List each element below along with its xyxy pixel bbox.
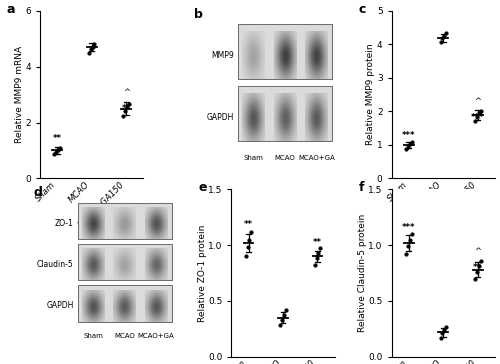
Point bbox=[408, 139, 416, 145]
Text: Sham: Sham bbox=[244, 155, 264, 161]
Point bbox=[476, 258, 484, 264]
Point bbox=[276, 323, 284, 328]
Text: MCAO+GA: MCAO+GA bbox=[298, 155, 335, 161]
Point bbox=[406, 237, 413, 242]
Text: f: f bbox=[358, 181, 364, 194]
Point bbox=[87, 46, 95, 52]
Bar bbox=[78, 244, 172, 280]
Point bbox=[280, 313, 288, 318]
Point bbox=[123, 104, 131, 110]
Text: MMP9: MMP9 bbox=[211, 51, 234, 60]
Text: b: b bbox=[194, 8, 202, 21]
Y-axis label: Relative Claudin-5 protein: Relative Claudin-5 protein bbox=[358, 214, 367, 332]
Bar bbox=[238, 24, 332, 79]
Point bbox=[471, 118, 479, 124]
Bar bbox=[78, 285, 172, 322]
Text: ^: ^ bbox=[474, 97, 482, 106]
Text: GAPDH: GAPDH bbox=[206, 113, 234, 122]
Bar bbox=[238, 86, 332, 141]
Text: ^: ^ bbox=[122, 88, 130, 98]
Text: MCAO: MCAO bbox=[114, 333, 135, 339]
Point bbox=[56, 145, 64, 151]
Point bbox=[406, 141, 413, 147]
Point bbox=[314, 250, 322, 256]
Point bbox=[404, 243, 412, 249]
Text: ^: ^ bbox=[474, 247, 482, 256]
Point bbox=[52, 149, 60, 155]
Text: ZO-1: ZO-1 bbox=[54, 219, 74, 228]
Point bbox=[442, 30, 450, 36]
Point bbox=[402, 251, 410, 257]
Point bbox=[438, 35, 446, 41]
Text: MCAO: MCAO bbox=[274, 155, 295, 161]
Point bbox=[438, 331, 446, 336]
Text: **: ** bbox=[313, 238, 322, 247]
Text: MCAO+GA: MCAO+GA bbox=[138, 333, 174, 339]
Point bbox=[248, 229, 256, 235]
Text: a: a bbox=[7, 3, 16, 16]
Point bbox=[474, 110, 482, 116]
Text: **: ** bbox=[122, 104, 130, 113]
Point bbox=[54, 147, 62, 153]
Point bbox=[125, 101, 133, 107]
Bar bbox=[78, 203, 172, 239]
Point bbox=[436, 39, 444, 45]
Y-axis label: Relative MMP9 protein: Relative MMP9 protein bbox=[366, 44, 376, 146]
Point bbox=[246, 237, 254, 242]
Text: c: c bbox=[358, 3, 366, 16]
Point bbox=[85, 50, 93, 56]
Point bbox=[282, 307, 290, 313]
Point bbox=[473, 115, 481, 120]
Y-axis label: Relative ZO-1 protein: Relative ZO-1 protein bbox=[198, 224, 206, 322]
Point bbox=[408, 231, 416, 237]
Point bbox=[476, 108, 484, 114]
Point bbox=[244, 244, 252, 250]
Text: ***: *** bbox=[471, 113, 484, 122]
Point bbox=[440, 327, 448, 333]
Point bbox=[473, 269, 481, 275]
Point bbox=[122, 108, 130, 114]
Text: Sham: Sham bbox=[84, 333, 103, 339]
Point bbox=[404, 144, 412, 150]
Point bbox=[316, 246, 324, 252]
Text: **: ** bbox=[52, 134, 62, 143]
Point bbox=[50, 151, 58, 157]
Y-axis label: Relative MMP9 mRNA: Relative MMP9 mRNA bbox=[15, 46, 24, 143]
Point bbox=[278, 317, 286, 323]
Point bbox=[436, 335, 444, 341]
Point bbox=[440, 33, 448, 39]
Text: e: e bbox=[198, 181, 206, 194]
Point bbox=[310, 262, 318, 268]
Point bbox=[442, 324, 450, 329]
Text: **: ** bbox=[474, 263, 482, 272]
Point bbox=[402, 146, 410, 152]
Point bbox=[242, 253, 250, 259]
Point bbox=[312, 256, 320, 261]
Text: Claudin-5: Claudin-5 bbox=[37, 260, 74, 269]
Point bbox=[88, 44, 96, 50]
Text: GAPDH: GAPDH bbox=[46, 301, 74, 310]
Point bbox=[471, 276, 479, 281]
Point bbox=[120, 112, 128, 118]
Text: ***: *** bbox=[402, 223, 415, 232]
Text: d: d bbox=[34, 186, 42, 199]
Point bbox=[90, 41, 98, 47]
Text: **: ** bbox=[244, 221, 253, 229]
Text: ***: *** bbox=[402, 131, 415, 140]
Point bbox=[474, 264, 482, 269]
